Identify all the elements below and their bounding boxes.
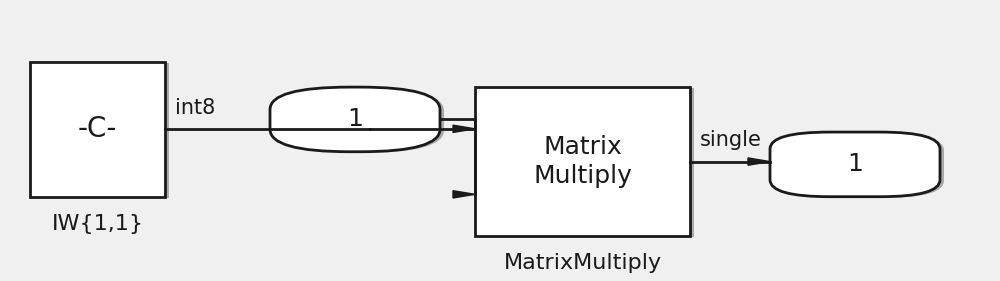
FancyBboxPatch shape (770, 132, 940, 197)
Text: single: single (700, 130, 762, 150)
FancyBboxPatch shape (475, 87, 690, 236)
Text: Matrix
Multiply: Matrix Multiply (533, 135, 632, 189)
Text: IW{1,1}: IW{1,1} (52, 214, 144, 234)
FancyBboxPatch shape (34, 63, 169, 198)
FancyBboxPatch shape (274, 88, 444, 153)
Polygon shape (453, 191, 475, 198)
Text: 1: 1 (847, 152, 863, 176)
Text: -C-: -C- (78, 115, 117, 143)
FancyBboxPatch shape (270, 87, 440, 152)
Text: int8: int8 (175, 98, 215, 118)
FancyBboxPatch shape (774, 133, 944, 198)
Polygon shape (453, 125, 475, 132)
Text: MatrixMultiply: MatrixMultiply (503, 253, 662, 273)
FancyBboxPatch shape (30, 62, 165, 197)
Polygon shape (748, 158, 770, 165)
FancyBboxPatch shape (479, 88, 694, 237)
Text: 1: 1 (347, 107, 363, 132)
